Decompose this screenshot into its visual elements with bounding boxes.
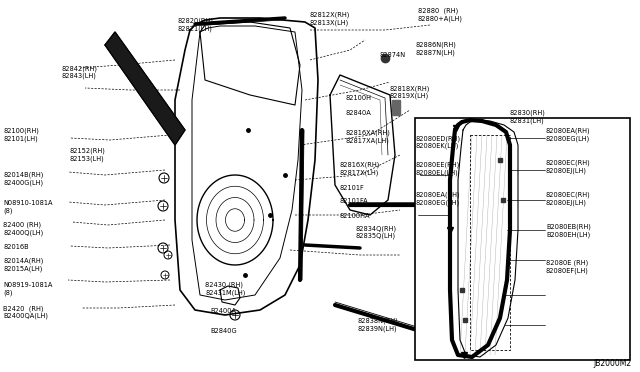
Text: B2400A: B2400A [210,308,236,314]
Text: 82812X(RH)
82813X(LH): 82812X(RH) 82813X(LH) [310,12,350,26]
Text: 82080EA(RH)
82080EG(LH): 82080EA(RH) 82080EG(LH) [546,128,591,142]
Bar [415,118,630,360]
Text: B2840G: B2840G [210,328,237,334]
Text: 82100(RH)
82101(LH): 82100(RH) 82101(LH) [3,128,39,142]
Text: N08910-1081A
(8): N08910-1081A (8) [3,200,52,214]
Text: B2420  (RH)
B2400QA(LH): B2420 (RH) B2400QA(LH) [3,305,48,319]
Text: 82880  (RH)
82880+A(LH): 82880 (RH) 82880+A(LH) [418,8,463,22]
Text: 82080EA(RH)
82080EG(LH): 82080EA(RH) 82080EG(LH) [416,192,461,206]
Text: 82100H: 82100H [345,95,371,101]
Text: 82014B(RH)
82400G(LH): 82014B(RH) 82400G(LH) [3,172,44,186]
Text: 82816X(RH)
82817X(LH): 82816X(RH) 82817X(LH) [340,162,380,176]
Text: 82080EC(RH)
82080EJ(LH): 82080EC(RH) 82080EJ(LH) [546,192,591,206]
Text: 82842(RH)
82843(LH): 82842(RH) 82843(LH) [62,65,98,79]
Text: 82152(RH)
82153(LH): 82152(RH) 82153(LH) [70,148,106,162]
Text: 82016B: 82016B [3,244,29,250]
Text: B2080EB(RH)
B2080EH(LH): B2080EB(RH) B2080EH(LH) [546,224,591,238]
Text: 82430 (RH)
82431M(LH): 82430 (RH) 82431M(LH) [205,282,245,296]
Text: 82080EC(RH)
82080EJ(LH): 82080EC(RH) 82080EJ(LH) [546,160,591,174]
Text: 82014A(RH)
82015A(LH): 82014A(RH) 82015A(LH) [3,258,44,272]
Text: 82838N(RH)
82839N(LH): 82838N(RH) 82839N(LH) [358,318,399,332]
Polygon shape [105,32,185,145]
Text: 82820(RH)
82821(LH): 82820(RH) 82821(LH) [177,18,213,32]
Polygon shape [392,100,400,115]
Text: 82080E (RH)
82080EF(LH): 82080E (RH) 82080EF(LH) [546,260,589,274]
Text: 82834Q(RH)
82835Q(LH): 82834Q(RH) 82835Q(LH) [355,225,396,239]
Text: 82100HA: 82100HA [340,213,371,219]
Text: 82080ED(RH)
82080EK(LH): 82080ED(RH) 82080EK(LH) [416,135,461,149]
Text: 82101F: 82101F [340,185,365,191]
Text: 82818X(RH)
82819X(LH): 82818X(RH) 82819X(LH) [390,85,430,99]
Text: 82101FA: 82101FA [340,198,369,204]
Text: 82886N(RH)
82887N(LH): 82886N(RH) 82887N(LH) [415,42,456,56]
Text: N08919-1081A
(8): N08919-1081A (8) [3,282,52,295]
Text: 82400 (RH)
82400Q(LH): 82400 (RH) 82400Q(LH) [3,222,44,236]
Text: 82830(RH)
82831(LH): 82830(RH) 82831(LH) [510,110,546,124]
Text: 82874N: 82874N [380,52,406,58]
Text: 82840A: 82840A [345,110,371,116]
Text: 82080EE(RH)
82080EL(LH): 82080EE(RH) 82080EL(LH) [416,162,460,176]
Text: JB2000M2: JB2000M2 [594,359,632,368]
Text: 82816XA(RH)
82817XA(LH): 82816XA(RH) 82817XA(LH) [345,130,390,144]
